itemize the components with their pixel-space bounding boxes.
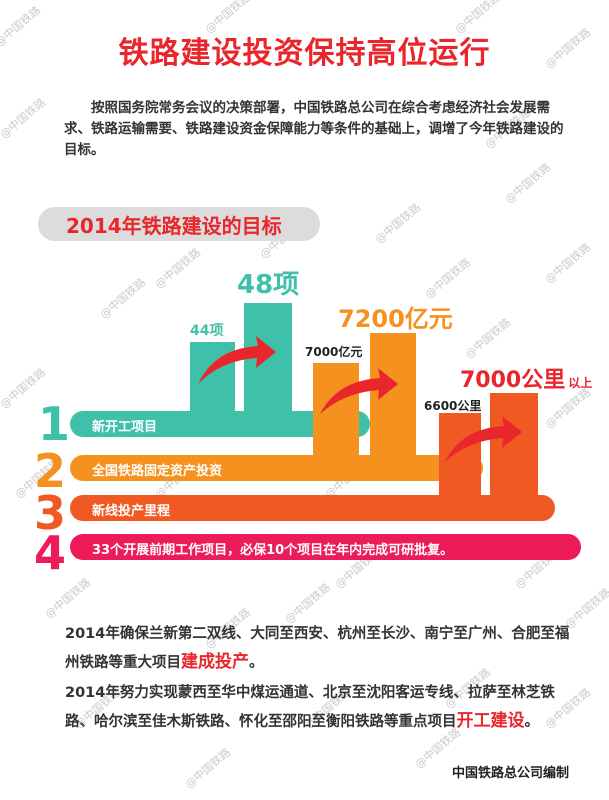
footer-credit: 中国铁路总公司编制 xyxy=(451,766,569,781)
paragraph-completion: 2014年确保兰新第二双线、大同至西安、杭州至长沙、南宁至广州、合肥至福州铁路等… xyxy=(65,620,575,677)
value-mileage-after: 7000公里 以上 xyxy=(460,362,592,394)
value-investment-after: 7200亿元 xyxy=(338,305,453,333)
bar-new-projects-before xyxy=(190,342,235,434)
watermark-text: @中国铁路 xyxy=(42,575,94,622)
value-new-projects-before: 44项 xyxy=(190,323,224,339)
paragraph-construction-highlight: 开工建设 xyxy=(456,711,525,731)
bar-mileage-before xyxy=(439,413,481,521)
watermark-text: @中国铁路 xyxy=(462,315,514,362)
row-strip-4 xyxy=(70,534,581,560)
row-number-1: 1 xyxy=(38,397,71,451)
row-label-3: 新线投产里程 xyxy=(92,504,171,519)
paragraph-construction-end: 。 xyxy=(524,714,540,730)
bar-investment-before xyxy=(313,363,359,480)
value-mileage-after-number: 7000公里 xyxy=(460,368,566,393)
section-title: 2014年铁路建设的目标 xyxy=(66,214,282,238)
paragraph-completion-end: 。 xyxy=(249,655,264,671)
watermark-text: @中国铁路 xyxy=(97,275,149,322)
paragraph-completion-text: 2014年确保兰新第二双线、大同至西安、杭州至长沙、南宁至广州、合肥至福州铁路等… xyxy=(65,626,570,671)
watermark-text: @中国铁路 xyxy=(182,745,234,792)
section-title-pill xyxy=(38,207,320,241)
bar-new-projects-after xyxy=(244,303,292,434)
watermark-text: @中国铁路 xyxy=(0,95,49,142)
value-investment-before: 7000亿元 xyxy=(305,345,363,359)
watermark-text: @中国铁路 xyxy=(152,245,204,292)
paragraph-construction: 2014年努力实现蒙西至华中煤运通道、北京至沈阳客运专线、拉萨至林芝铁路、哈尔滨… xyxy=(65,679,575,736)
watermark-text: @中国铁路 xyxy=(372,200,424,247)
page-title: 铁路建设投资保持高位运行 xyxy=(118,36,491,71)
watermark-text: @中国铁路 xyxy=(542,240,594,287)
row-number-2: 2 xyxy=(34,444,67,498)
paragraph-construction-text: 2014年努力实现蒙西至华中煤运通道、北京至沈阳客运专线、拉萨至林芝铁路、哈尔滨… xyxy=(65,685,555,730)
row-number-4: 4 xyxy=(34,526,67,580)
row-label-2: 全国铁路固定资产投资 xyxy=(92,464,223,479)
row-number-3: 3 xyxy=(34,486,67,540)
value-new-projects-after: 48项 xyxy=(237,270,300,300)
bar-investment-after xyxy=(370,333,416,480)
value-mileage-after-suffix: 以上 xyxy=(568,376,593,390)
intro-paragraph: 按照国务院常务会议的决策部署，中国铁路总公司在综合考虑经济社会发展需求、铁路运输… xyxy=(64,100,564,158)
value-mileage-before: 6600公里 xyxy=(424,399,482,413)
paragraph-completion-highlight: 建成投产 xyxy=(181,652,249,672)
row-label-4: 33个开展前期工作项目，必保10个项目在年内完成可研批复。 xyxy=(92,543,454,558)
row-label-1: 新开工项目 xyxy=(92,420,158,435)
watermark-text: @中国铁路 xyxy=(502,160,554,207)
watermark-text: @中国铁路 xyxy=(422,255,474,302)
bar-mileage-after xyxy=(490,393,538,521)
